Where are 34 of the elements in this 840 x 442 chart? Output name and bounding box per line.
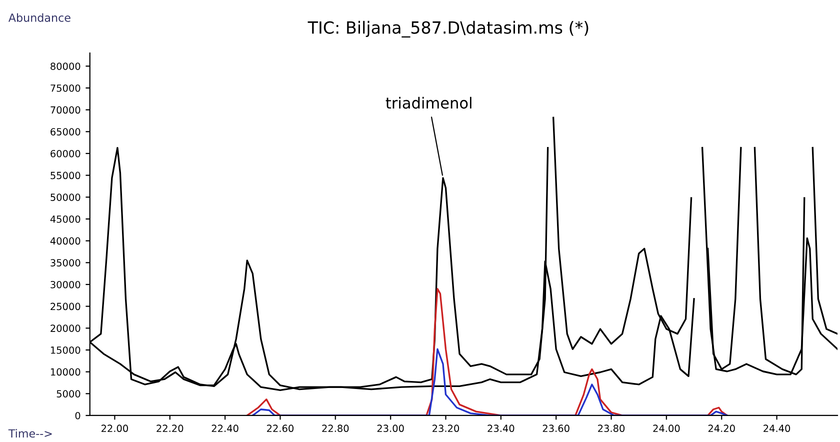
- y-tick-label: 0: [75, 412, 80, 420]
- x-tick-label: 22.80: [322, 424, 349, 432]
- y-tick-label: 10000: [50, 368, 80, 376]
- x-tick-label: 23.80: [598, 424, 625, 432]
- x-tick-label: 22.60: [267, 424, 294, 432]
- y-tick-label: 60000: [50, 150, 80, 158]
- text: TIC: Biljana_587.D\datasim.ms (*): [308, 20, 588, 38]
- y-tick-label: 5000: [56, 390, 80, 398]
- x-tick-label: 24.40: [764, 424, 790, 432]
- y-tick-label: 55000: [50, 172, 80, 180]
- x-tick-label: 23.60: [542, 424, 570, 432]
- x-tick-label: 23.20: [432, 424, 460, 432]
- x-tick-label: 24.20: [708, 424, 735, 432]
- y-tick-label: 25000: [50, 302, 80, 310]
- x-tick-label: 22.20: [156, 424, 184, 432]
- y-tick-label: 80000: [50, 62, 80, 70]
- y-tick-label: 35000: [50, 259, 80, 266]
- y-tick-label: 40000: [50, 237, 80, 245]
- x-axis-title: Time-->: [8, 429, 52, 438]
- y-tick-label: 20000: [50, 324, 80, 332]
- y-tick-label: 50000: [50, 194, 80, 201]
- y-tick-label: 15000: [50, 346, 80, 354]
- x-tick-label: 23.00: [377, 424, 404, 432]
- x-tick-label: 23.40: [488, 424, 514, 432]
- y-tick-label: 65000: [50, 128, 80, 136]
- x-tick-label: 22.00: [102, 424, 128, 432]
- annotation: triadimenol: [386, 96, 472, 109]
- x-tick-label: 22.40: [212, 424, 238, 432]
- y-tick-label: 45000: [50, 215, 80, 223]
- y-tick-label: 70000: [50, 106, 80, 114]
- x-tick-label: 24.00: [653, 424, 680, 432]
- y-tick-label: 30000: [50, 280, 80, 288]
- y-tick-label: 75000: [50, 84, 80, 92]
- y-axis-title: Abundance: [8, 13, 70, 22]
